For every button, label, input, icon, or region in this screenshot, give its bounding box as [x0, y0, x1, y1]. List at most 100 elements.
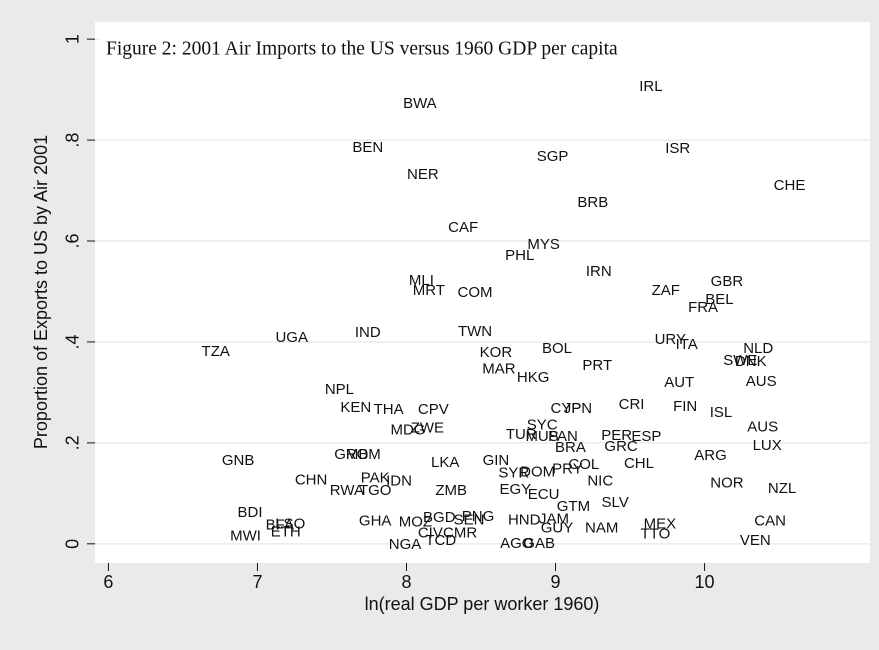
- point-label: BDI: [237, 504, 262, 521]
- point-label: GAB: [523, 535, 555, 552]
- point-label: CHN: [295, 472, 328, 489]
- point-label: HKG: [517, 369, 550, 386]
- point-label: TCD: [425, 532, 456, 549]
- point-label: CAF: [448, 219, 478, 236]
- point-label: CYP: [551, 400, 582, 417]
- point-label: CAN: [754, 513, 786, 530]
- point-label: LSO: [275, 516, 305, 533]
- point-label: GIN: [483, 452, 510, 469]
- y-tick-label: .6: [63, 234, 83, 249]
- y-tick-label: .4: [63, 334, 83, 349]
- point-label: MDG: [390, 422, 425, 439]
- point-label: AUS: [746, 373, 777, 390]
- y-tick-label: 0: [63, 539, 83, 549]
- point-label: CHL: [624, 455, 654, 472]
- point-label: DOM: [520, 464, 555, 481]
- point-label: FIN: [673, 398, 697, 415]
- point-label: UGA: [275, 329, 308, 346]
- point-label: PER: [601, 427, 632, 444]
- point-label: ZAF: [652, 282, 680, 299]
- point-label: MEX: [644, 516, 677, 533]
- point-label: MRT: [413, 282, 445, 299]
- point-label: EGY: [499, 481, 531, 498]
- x-tick-label: 7: [252, 572, 262, 592]
- point-label: GTM: [557, 498, 590, 515]
- point-label: NPL: [325, 381, 354, 398]
- point-label: SYR: [498, 465, 529, 482]
- point-label: MWI: [230, 528, 261, 545]
- point-label: TZA: [202, 343, 230, 360]
- point-label: GMB: [334, 446, 368, 463]
- point-label: FRA: [688, 299, 718, 316]
- point-label: CIV: [418, 525, 443, 542]
- point-label: BRB: [577, 194, 608, 211]
- point-label: COL: [568, 456, 599, 473]
- point-label: PRY: [552, 461, 583, 478]
- point-label: LKA: [431, 454, 459, 471]
- point-label: NLD: [743, 340, 773, 357]
- point-label: CRI: [619, 396, 645, 413]
- plot-area: [95, 22, 870, 563]
- y-tick-label: 1: [63, 34, 83, 44]
- point-label: PAN: [548, 428, 578, 445]
- point-label: RWA: [330, 482, 364, 499]
- point-label: ARG: [694, 447, 727, 464]
- point-label: PNG: [462, 508, 495, 525]
- x-axis-title: ln(real GDP per worker 1960): [365, 594, 600, 614]
- point-label: ITA: [676, 336, 698, 353]
- point-label: NOR: [710, 475, 744, 492]
- point-label: BEN: [352, 139, 383, 156]
- point-label: ROM: [346, 446, 381, 463]
- point-label: MAR: [482, 361, 516, 378]
- point-label: NIC: [587, 473, 613, 490]
- x-tick-label: 10: [695, 572, 715, 592]
- point-label: JAM: [539, 511, 569, 528]
- y-tick-label: .8: [63, 133, 83, 148]
- point-label: GRC: [604, 438, 638, 455]
- point-label: BEL: [705, 291, 733, 308]
- point-label: MLI: [409, 272, 434, 289]
- point-label: JPN: [564, 400, 592, 417]
- point-label: GNB: [222, 452, 255, 469]
- point-label: ETH: [271, 524, 301, 541]
- point-label: KOR: [480, 344, 513, 361]
- point-label: COM: [458, 284, 493, 301]
- point-label: GUY: [541, 520, 574, 537]
- point-label: SEN: [454, 512, 485, 529]
- point-label: BGD: [423, 509, 456, 526]
- point-label: IRN: [586, 263, 612, 280]
- point-label: AUT: [664, 374, 694, 391]
- point-label: TUR: [506, 426, 537, 443]
- point-label: IND: [355, 324, 381, 341]
- point-label: KEN: [340, 399, 371, 416]
- point-label: NGA: [389, 536, 422, 553]
- point-label: BFA: [266, 517, 294, 534]
- y-axis-title: Proportion of Exports to US by Air 2001: [31, 135, 51, 449]
- point-label: PAK: [361, 470, 390, 487]
- point-label: ISR: [665, 140, 690, 157]
- point-label: CPV: [418, 401, 449, 418]
- point-label: BOL: [542, 340, 572, 357]
- point-label: LUX: [753, 437, 782, 454]
- point-label: MYS: [527, 236, 560, 253]
- point-label: VEN: [740, 532, 771, 549]
- point-label: GHA: [359, 513, 392, 530]
- point-label: SWE: [723, 352, 757, 369]
- point-label: PRT: [582, 357, 612, 374]
- x-tick-label: 9: [551, 572, 561, 592]
- point-label: ESP: [631, 428, 661, 445]
- point-label: SLV: [602, 494, 629, 511]
- chart-title: Figure 2: 2001 Air Imports to the US ver…: [106, 38, 618, 59]
- point-label: NZL: [768, 480, 796, 497]
- point-label: HND: [508, 512, 541, 529]
- x-tick-label: 6: [103, 572, 113, 592]
- point-label: ZMB: [435, 482, 467, 499]
- point-label: NER: [407, 166, 439, 183]
- point-label: BRA: [555, 439, 586, 456]
- point-label: SGP: [537, 148, 569, 165]
- point-label: ECU: [528, 486, 560, 503]
- point-label: IRL: [639, 78, 662, 95]
